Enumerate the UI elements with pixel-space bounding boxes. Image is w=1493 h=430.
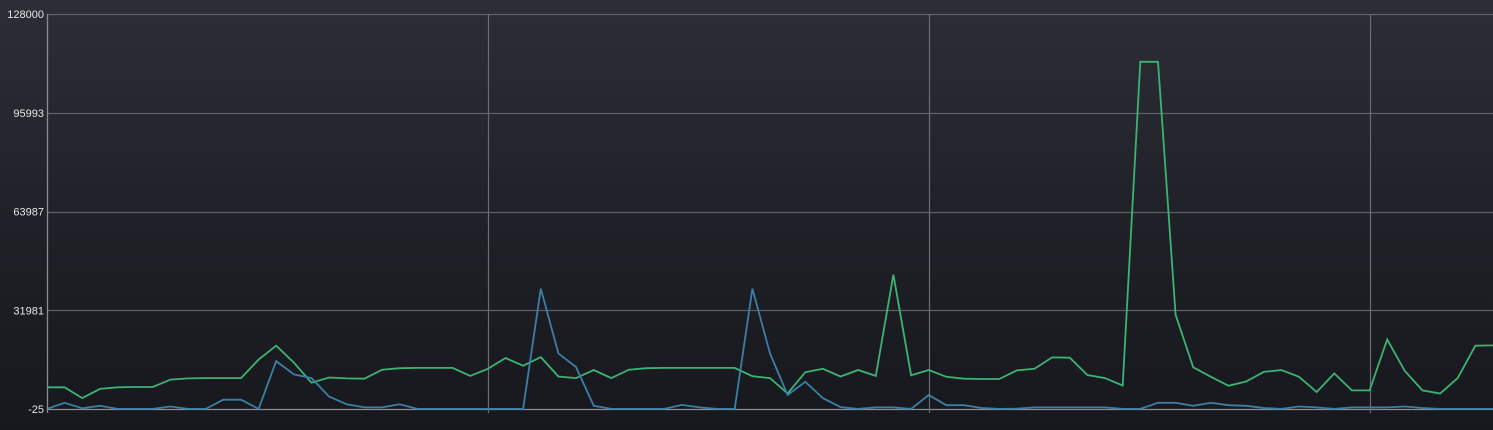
series-line-1 xyxy=(46,288,1493,411)
y-tick-label: 95993 xyxy=(13,108,44,120)
y-tick-label: -25 xyxy=(28,404,44,416)
series-group xyxy=(46,60,1493,411)
y-tick-label: 128000 xyxy=(7,9,44,21)
y-tick-label: 31981 xyxy=(13,305,44,317)
y-axis: 128000 95993 63987 31981 -25 xyxy=(7,9,49,416)
series-line-0 xyxy=(47,60,1493,400)
y-tick-label: 63987 xyxy=(13,207,44,219)
